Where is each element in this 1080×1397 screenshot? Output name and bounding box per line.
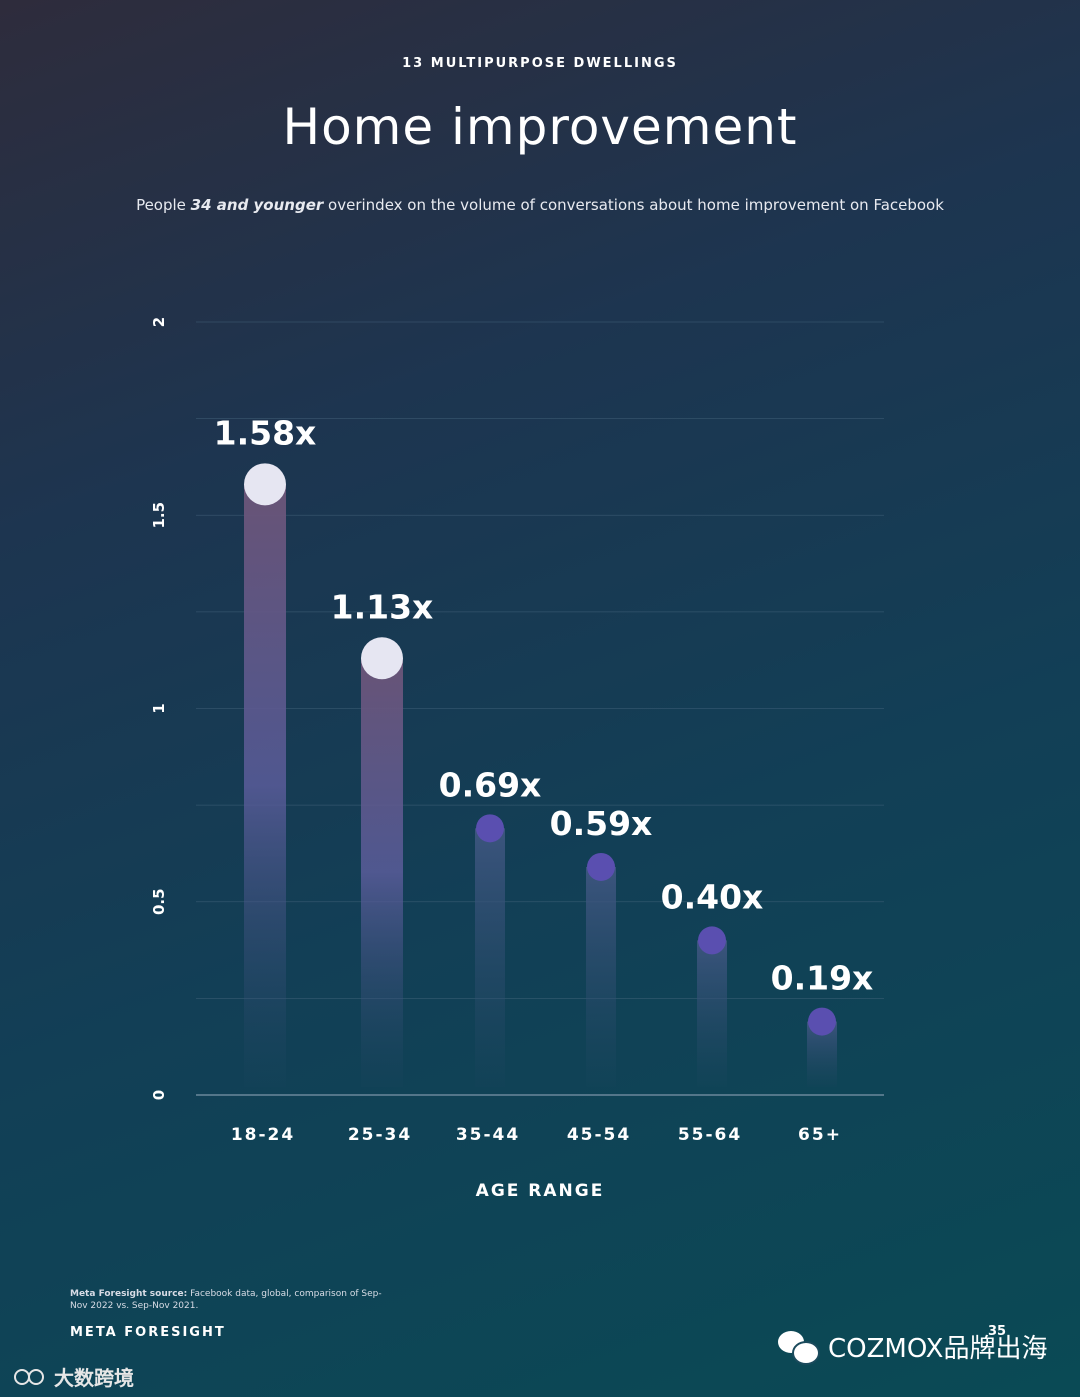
source-label: Meta Foresight source: — [70, 1289, 188, 1299]
x-tick-label: 65+ — [798, 1125, 842, 1145]
x-tick-label: 55-64 — [678, 1125, 742, 1145]
data-label: 0.69x — [439, 765, 542, 804]
y-tick-label: 1.5 — [150, 502, 168, 529]
watermark-left: 大数跨境 — [10, 1362, 134, 1391]
wechat-icon — [776, 1329, 820, 1365]
x-tick-label: 25-34 — [348, 1125, 412, 1145]
y-tick-label: 2 — [150, 317, 168, 327]
page-title: Home improvement — [282, 98, 798, 156]
subtitle-pre: People — [136, 196, 191, 214]
y-tick-label: 0 — [150, 1090, 168, 1100]
bar-marker — [587, 852, 615, 881]
watermark-right-text: COZMOX品牌出海 — [828, 1334, 1048, 1364]
x-tick-label: 18-24 — [231, 1125, 295, 1145]
kuajing-logo-icon — [10, 1365, 50, 1389]
x-axis-label: AGE RANGE — [476, 1181, 605, 1201]
brand-name: META FORESIGHT — [70, 1325, 226, 1340]
data-label: 1.13x — [331, 587, 434, 626]
y-axis-ticks: 0 0.5 1 1.5 2 — [150, 317, 168, 1100]
x-tick-label: 35-44 — [456, 1125, 520, 1145]
subtitle-emphasis: 34 and younger — [190, 196, 324, 214]
x-axis-ticks: 18-24 25-34 35-44 45-54 55-64 65+ — [231, 1125, 842, 1145]
bar — [244, 484, 286, 1088]
bar — [475, 828, 505, 1087]
y-tick-label: 1 — [150, 703, 168, 713]
subtitle: People 34 and younger overindex on the v… — [0, 194, 1080, 216]
watermark-right: COZMOX品牌出海 — [776, 1328, 1047, 1365]
bar-marker — [698, 926, 726, 955]
bar — [697, 940, 727, 1087]
page-number: 35 — [988, 1324, 1007, 1339]
watermark-left-text: 大数跨境 — [54, 1366, 134, 1390]
grid-lines — [196, 321, 884, 1096]
source-text: Facebook data, global, comparison of Sep… — [70, 1289, 382, 1311]
kicker: 13 MULTIPURPOSE DWELLINGS — [402, 56, 678, 71]
data-label: 0.59x — [550, 804, 653, 843]
bar — [586, 866, 616, 1087]
subtitle-post: overindex on the volume of conversations… — [323, 196, 944, 214]
bar-marker — [361, 637, 403, 680]
data-label: 0.40x — [661, 877, 764, 916]
x-tick-label: 45-54 — [567, 1125, 631, 1145]
bar — [361, 658, 403, 1087]
bar-marker — [808, 1007, 836, 1036]
data-label: 1.58x — [214, 413, 317, 452]
bar-marker — [476, 814, 504, 843]
y-tick-label: 0.5 — [150, 888, 168, 915]
bar-marker — [244, 463, 286, 506]
source-note: Meta Foresight source: Facebook data, gl… — [70, 1288, 390, 1312]
data-label: 0.19x — [771, 959, 874, 998]
